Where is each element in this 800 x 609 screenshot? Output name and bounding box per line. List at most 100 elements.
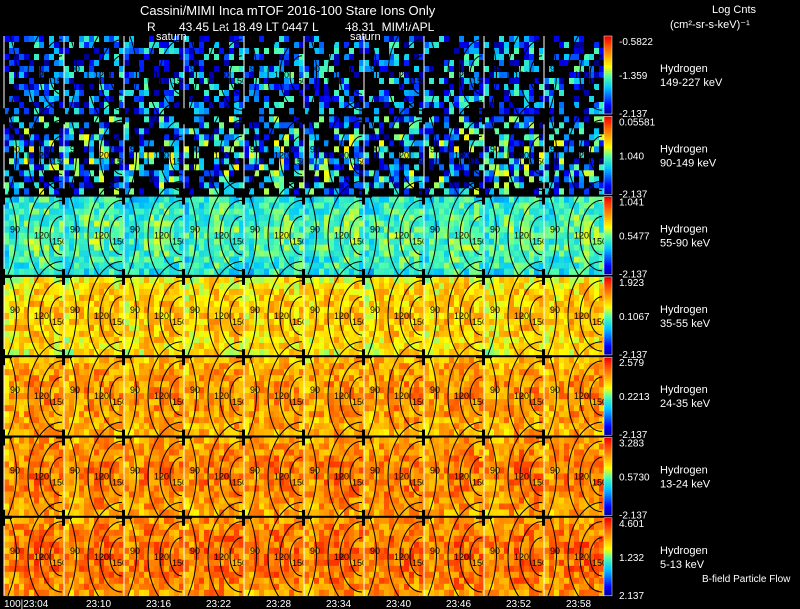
pixel bbox=[599, 188, 605, 195]
contour-label: 150 bbox=[472, 76, 487, 86]
pixel bbox=[554, 176, 560, 183]
pixel bbox=[519, 116, 525, 123]
pixel bbox=[524, 262, 530, 269]
pixel bbox=[109, 170, 115, 177]
pixel bbox=[94, 158, 100, 165]
colorbar-segment bbox=[604, 49, 612, 52]
pixel bbox=[214, 176, 220, 183]
pixel bbox=[309, 268, 315, 275]
pixel bbox=[144, 158, 150, 165]
pixel bbox=[244, 54, 250, 61]
pixel bbox=[319, 188, 325, 195]
pixel bbox=[339, 54, 345, 61]
pixel bbox=[89, 164, 95, 171]
pixel bbox=[29, 36, 35, 43]
pixel bbox=[244, 214, 250, 221]
pixel bbox=[319, 60, 325, 67]
pixel bbox=[479, 208, 485, 215]
pixel bbox=[319, 196, 325, 203]
pixel bbox=[409, 48, 415, 55]
pixel bbox=[269, 220, 275, 227]
pixel bbox=[89, 102, 95, 109]
pixel bbox=[269, 72, 275, 79]
pixel bbox=[404, 96, 410, 103]
pixel bbox=[399, 102, 405, 109]
pixel bbox=[369, 188, 375, 195]
pixel bbox=[219, 176, 225, 183]
pixel bbox=[314, 60, 320, 67]
pixel bbox=[39, 54, 45, 61]
pixel bbox=[369, 140, 375, 147]
pixel bbox=[164, 36, 170, 43]
pixel bbox=[214, 84, 220, 91]
colorbar-segment bbox=[604, 67, 612, 70]
pixel bbox=[164, 268, 170, 275]
pixel bbox=[404, 140, 410, 147]
pixel bbox=[484, 268, 490, 275]
pixel bbox=[9, 78, 15, 85]
pixel bbox=[399, 256, 405, 263]
pixel bbox=[199, 128, 205, 135]
pixel bbox=[509, 250, 515, 257]
pixel bbox=[459, 238, 465, 245]
pixel bbox=[319, 232, 325, 239]
pixel bbox=[409, 42, 415, 49]
pixel bbox=[99, 66, 105, 73]
pixel bbox=[39, 238, 45, 245]
pixel bbox=[299, 158, 305, 165]
pixel bbox=[479, 72, 485, 79]
contour-label: 150 bbox=[472, 237, 487, 247]
pixel bbox=[394, 48, 400, 55]
pixel bbox=[239, 220, 245, 227]
pixel bbox=[404, 220, 410, 227]
pixel bbox=[599, 214, 605, 221]
pixel bbox=[29, 250, 35, 257]
pixel bbox=[149, 140, 155, 147]
pixel bbox=[224, 202, 230, 209]
pixel bbox=[249, 66, 255, 73]
pixel bbox=[394, 140, 400, 147]
pixel bbox=[244, 152, 250, 159]
pixel bbox=[54, 36, 60, 43]
pixel bbox=[119, 268, 125, 275]
pixel bbox=[179, 96, 185, 103]
colorbar-segment bbox=[604, 57, 612, 60]
pixel bbox=[224, 152, 230, 159]
pixel bbox=[239, 232, 245, 239]
pixel bbox=[599, 102, 605, 109]
pixel bbox=[424, 182, 430, 189]
pixel bbox=[114, 102, 120, 109]
pixel bbox=[119, 164, 125, 171]
pixel bbox=[554, 60, 560, 67]
pixel bbox=[284, 164, 290, 171]
pixel bbox=[69, 208, 75, 215]
pixel bbox=[574, 152, 580, 159]
pixel bbox=[454, 128, 460, 135]
pixel bbox=[339, 102, 345, 109]
pixel bbox=[269, 158, 275, 165]
pixel bbox=[574, 96, 580, 103]
colorbar-segment bbox=[604, 129, 612, 133]
pixel bbox=[334, 226, 340, 233]
pixel bbox=[314, 220, 320, 227]
pixel bbox=[189, 36, 195, 43]
pixel bbox=[234, 96, 240, 103]
pixel bbox=[379, 250, 385, 257]
pixel bbox=[344, 202, 350, 209]
pixel bbox=[4, 164, 10, 171]
contour-label: 90 bbox=[430, 225, 440, 235]
pixel bbox=[159, 48, 165, 55]
pixel bbox=[354, 146, 360, 153]
pixel bbox=[329, 226, 335, 233]
pixel bbox=[54, 244, 60, 251]
pixel bbox=[284, 214, 290, 221]
pixel bbox=[134, 250, 140, 257]
pixel bbox=[249, 232, 255, 239]
pixel bbox=[359, 96, 365, 103]
pixel bbox=[489, 220, 495, 227]
pixel bbox=[269, 146, 275, 153]
pixel bbox=[409, 90, 415, 97]
contour-label: 150 bbox=[52, 76, 67, 86]
pixel bbox=[549, 214, 555, 221]
pixel bbox=[209, 188, 215, 195]
